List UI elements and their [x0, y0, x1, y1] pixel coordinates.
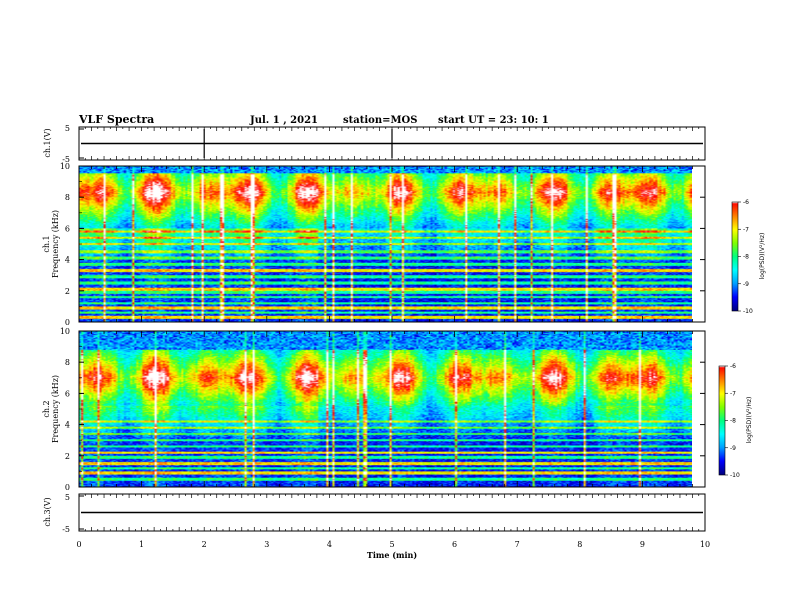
ch1-waveform-panel: 5 -5 ch.1(V) — [43, 124, 706, 164]
ch2-spectrogram-heatmap — [79, 331, 692, 487]
time-tick-label: 5 — [389, 540, 394, 549]
colorbar-tick-label: -6 — [730, 363, 736, 370]
station-label: station=MOS — [343, 115, 417, 126]
ch2-spectrogram-ylabel-channel: ch.2 — [42, 400, 51, 417]
colorbar-tick-label: -8 — [743, 254, 749, 261]
ch3-waveform-ylabel: ch.3(V) — [43, 497, 52, 526]
ch1-spectrogram-heatmap — [79, 166, 692, 322]
time-tick-label: 3 — [264, 540, 269, 549]
freq-tick-label: 2 — [65, 452, 70, 461]
time-tick-label: 7 — [515, 540, 520, 549]
date-label: Jul. 1 , 2021 — [249, 115, 318, 126]
ch2-spectrogram-panel: 0 2 4 6 8 10 ch.2 Frequency (kHz) -6 -7 -8 -9 -10… — [42, 327, 753, 492]
freq-tick-label: 6 — [65, 389, 70, 398]
freq-tick-label: 4 — [65, 256, 70, 265]
ch1-spectrogram-ylabel-frequency: Frequency (kHz) — [51, 210, 60, 278]
colorbar-tick-label: -10 — [743, 308, 753, 315]
freq-tick-label: 0 — [65, 318, 70, 327]
freq-tick-label: 8 — [65, 193, 70, 202]
ch2-colorbar-label: log(PSD)(V²/Hz) — [746, 397, 753, 444]
freq-tick-label: 2 — [65, 287, 70, 296]
ch3-ytick-bottom: -5 — [62, 525, 70, 534]
time-tick-label: 10 — [700, 540, 710, 549]
ch1-colorbar-label: log(PSD)(V²/Hz) — [759, 233, 766, 280]
colorbar-tick-label: -9 — [730, 445, 736, 452]
ch1-spectrogram-ylabel-channel: ch.1 — [42, 235, 51, 252]
colorbar-tick-label: -9 — [743, 281, 749, 288]
ch1-ytick-bottom: -5 — [62, 155, 70, 164]
figure-title: VLF Spectra — [78, 113, 154, 126]
time-tick-label: 2 — [202, 540, 207, 549]
colorbar-tick-label: -10 — [730, 472, 740, 479]
freq-tick-label: 4 — [65, 421, 70, 430]
freq-tick-label: 8 — [65, 358, 70, 367]
ch2-colorbar — [719, 366, 725, 475]
ch1-waveform-ylabel: ch.1(V) — [43, 128, 52, 157]
freq-tick-label: 10 — [60, 327, 70, 336]
time-tick-label: 0 — [76, 540, 81, 549]
time-tick-label: 1 — [139, 540, 144, 549]
time-tick-label: 6 — [452, 540, 457, 549]
time-axis: 0 1 2 3 4 5 6 7 8 9 10 — [76, 540, 710, 549]
ch3-waveform-panel: 5 -5 ch.3(V) — [43, 493, 706, 534]
freq-tick-label: 6 — [65, 224, 70, 233]
time-tick-label: 9 — [640, 540, 645, 549]
time-axis-label: Time (min) — [367, 550, 417, 560]
ch1-ytick-top: 5 — [65, 124, 70, 133]
ch1-colorbar — [732, 202, 738, 311]
freq-tick-label: 0 — [65, 483, 70, 492]
ch1-spectrogram-panel: 0 2 4 6 8 10 ch.1 Frequency (kHz) -6 -7 -8 -9 -10… — [42, 162, 766, 327]
ch3-ytick-top: 5 — [65, 493, 70, 502]
start-ut-label: start UT = 23: 10: 1 — [438, 115, 549, 126]
colorbar-tick-label: -7 — [743, 226, 749, 233]
colorbar-tick-label: -8 — [730, 418, 736, 425]
time-tick-label: 8 — [577, 540, 582, 549]
ch2-spectrogram-ylabel-frequency: Frequency (kHz) — [51, 375, 60, 443]
time-tick-label: 4 — [327, 540, 332, 549]
colorbar-tick-label: -6 — [743, 199, 749, 206]
colorbar-tick-label: -7 — [730, 390, 736, 397]
freq-tick-label: 10 — [60, 162, 70, 171]
